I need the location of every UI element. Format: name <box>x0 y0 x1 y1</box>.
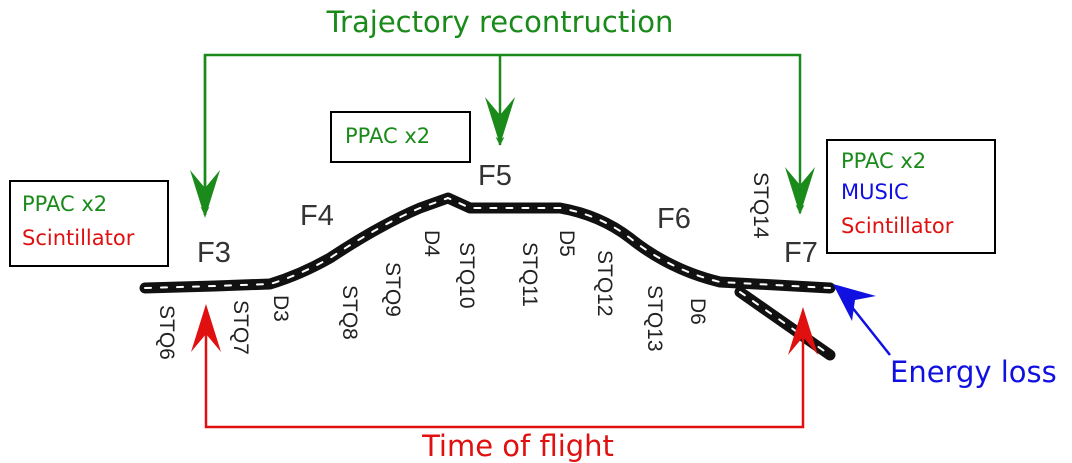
focal-plane: F3 <box>197 237 231 269</box>
focal-plane: F7 <box>784 237 818 269</box>
bottom-label: Time of flight <box>421 429 614 463</box>
element-label: D5 <box>555 230 578 257</box>
tof-arrows <box>191 304 818 429</box>
focal-plane: F6 <box>657 203 691 235</box>
element-label: STQ9 <box>381 262 404 317</box>
element-label: STQ8 <box>338 285 361 340</box>
box <box>330 111 471 163</box>
element-label: STQ12 <box>593 250 616 317</box>
element-label: STQ13 <box>643 285 666 352</box>
element-label: STQ6 <box>155 305 178 360</box>
element-label: STQ10 <box>455 242 478 309</box>
box-line: MUSIC <box>841 180 909 204</box>
box-line: Scintillator <box>22 226 135 250</box>
box-line: PPAC x2 <box>22 192 107 216</box>
element-label: D4 <box>420 230 443 257</box>
focal-plane: F5 <box>478 160 512 192</box>
box-line: PPAC x2 <box>345 124 430 148</box>
title: Trajectory recontruction <box>326 5 674 39</box>
element-label: D3 <box>269 295 292 322</box>
element-label: STQ7 <box>229 300 252 355</box>
box <box>9 180 169 267</box>
beamline <box>139 192 836 361</box>
focal-plane: F4 <box>300 200 334 232</box>
element-label: STQ11 <box>518 242 541 307</box>
energy-arrow <box>833 284 891 356</box>
green-heads <box>190 97 815 218</box>
side-label: Energy loss <box>890 355 1057 389</box>
element-label: STQ14 <box>749 172 772 239</box>
box <box>826 139 996 254</box>
box-line: Scintillator <box>841 214 954 238</box>
box-line: PPAC x2 <box>841 149 926 173</box>
element-label: D6 <box>686 298 709 325</box>
